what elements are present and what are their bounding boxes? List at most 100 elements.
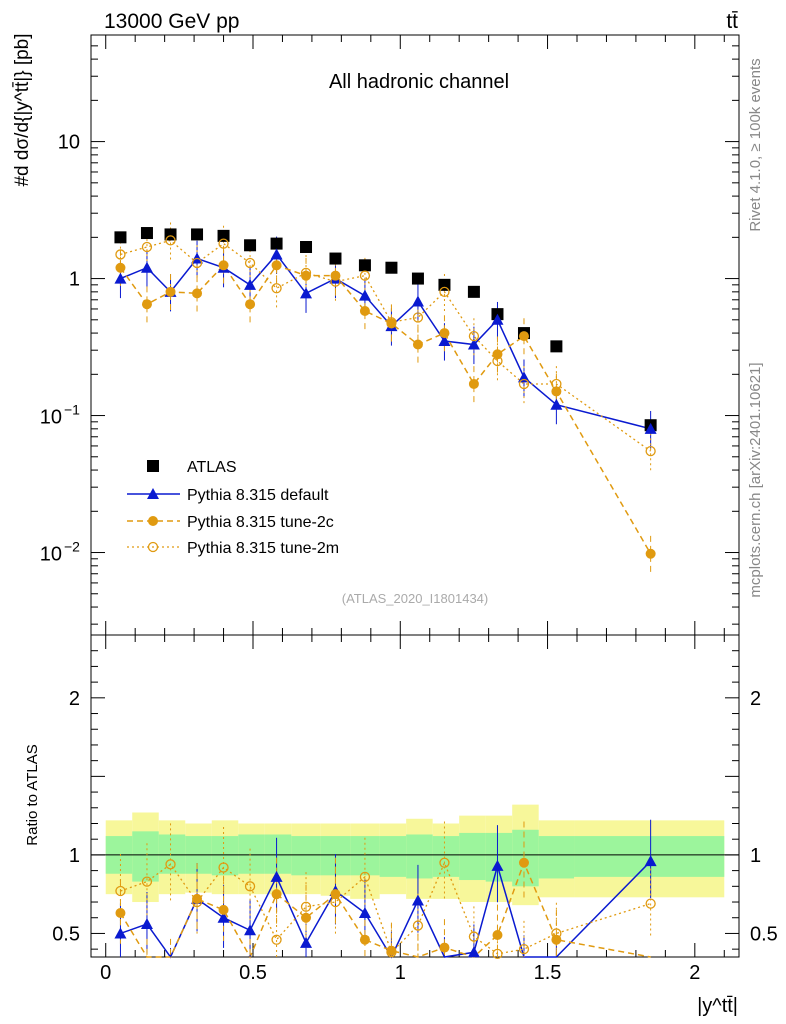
plot-title: All hadronic channel bbox=[329, 71, 509, 93]
model-data-point bbox=[141, 241, 153, 253]
model-data-point bbox=[551, 378, 562, 390]
main-y-axis-label: #d dσ/d{|y^tt̄|} [pb] bbox=[12, 33, 33, 186]
legend-marker bbox=[147, 541, 159, 553]
series-line-main bbox=[120, 253, 651, 430]
ratio-data-point bbox=[518, 943, 530, 955]
model-data-point bbox=[492, 355, 503, 367]
ratio-data-point bbox=[115, 908, 126, 919]
model-data-point bbox=[115, 262, 126, 273]
model-data-point bbox=[330, 276, 341, 287]
ratio-data-point bbox=[439, 942, 450, 953]
model-data-point bbox=[468, 378, 479, 389]
header-energy-label: 13000 GeV pp bbox=[104, 10, 239, 33]
atlas-data-point bbox=[358, 259, 371, 272]
legend-label: Pythia 8.315 tune-2c bbox=[187, 514, 334, 531]
ratio-panel-frame bbox=[90, 634, 740, 958]
ratio-data-point bbox=[301, 912, 312, 923]
model-data-point bbox=[412, 312, 424, 323]
band-green-bin bbox=[485, 832, 513, 882]
ratio-data-point bbox=[192, 893, 203, 904]
ratio-y-tick-label-left: 1 bbox=[69, 845, 80, 867]
ratio-data-point bbox=[645, 898, 656, 909]
ratio-data-point bbox=[218, 904, 229, 915]
model-data-point bbox=[218, 238, 229, 249]
model-data-point bbox=[359, 270, 371, 281]
model-data-point bbox=[386, 317, 397, 328]
band-green-bin bbox=[211, 836, 239, 876]
band-green-bin bbox=[158, 834, 186, 874]
ratio-data-point bbox=[165, 859, 176, 870]
ratio-y-tick-label-right: 2 bbox=[750, 688, 761, 710]
ratio-data-point bbox=[114, 927, 127, 939]
ratio-data-point bbox=[439, 857, 450, 868]
ratio-y-tick-label-left: 2 bbox=[69, 688, 80, 710]
model-data-point bbox=[115, 249, 126, 260]
band-green-bin bbox=[459, 832, 486, 881]
atlas-data-point bbox=[467, 285, 480, 298]
atlas-data-point bbox=[270, 237, 283, 250]
atlas-data-point bbox=[411, 272, 424, 285]
atlas-data-point bbox=[329, 252, 342, 265]
series-line-ratio bbox=[119, 860, 651, 959]
x-tick-label: 2 bbox=[689, 962, 700, 984]
band-green-bin bbox=[264, 834, 292, 874]
atlas-data-point bbox=[217, 229, 230, 242]
x-tick-label: 0 bbox=[100, 962, 111, 984]
model-data-point bbox=[518, 331, 529, 342]
model-data-point bbox=[645, 445, 656, 457]
ratio-data-point bbox=[386, 947, 397, 958]
x-axis-label: |y^tt̄| bbox=[697, 995, 738, 1017]
y-tick-label-base: 10 bbox=[40, 544, 62, 566]
model-data-point bbox=[271, 283, 282, 294]
model-data-point bbox=[245, 299, 256, 310]
atlas-data-point bbox=[385, 261, 398, 274]
ratio-data-point bbox=[244, 924, 257, 936]
series-line-main bbox=[119, 264, 652, 555]
ratio-data-point bbox=[300, 936, 313, 948]
ratio-data-point bbox=[359, 871, 371, 883]
ratio-data-point bbox=[271, 934, 282, 945]
model-data-point bbox=[192, 288, 203, 299]
y-tick-label: 1 bbox=[69, 269, 80, 291]
model-data-point bbox=[165, 286, 176, 297]
ratio-data-point bbox=[115, 885, 126, 897]
band-green-bin bbox=[291, 836, 321, 876]
model-data-point bbox=[141, 299, 152, 310]
model-data-point bbox=[468, 330, 480, 342]
ratio-uncertainty-bands bbox=[91, 804, 739, 906]
legend-label: Pythia 8.315 default bbox=[187, 487, 329, 504]
ratio-y-tick-label-right: 1 bbox=[750, 845, 761, 867]
ratio-data-point bbox=[217, 911, 230, 923]
ratio-data-point bbox=[140, 918, 153, 930]
legend-label: ATLAS bbox=[187, 459, 237, 476]
band-green-bin bbox=[574, 836, 725, 877]
atlas-data-point bbox=[191, 228, 204, 241]
ratio-data-point bbox=[270, 870, 283, 882]
ratio-data-point bbox=[359, 934, 370, 945]
ratio-data-point bbox=[491, 859, 504, 871]
ratio-data-point bbox=[412, 920, 424, 931]
band-green-bin bbox=[538, 836, 575, 879]
band-green-bin bbox=[406, 834, 433, 879]
model-data-point bbox=[358, 289, 371, 301]
series-line-ratio bbox=[120, 860, 652, 959]
ratio-y-axis-label: Ratio to ATLAS bbox=[24, 744, 41, 845]
analysis-reference: (ATLAS_2020_I1801434) bbox=[342, 591, 488, 606]
ratio-data-point bbox=[218, 862, 229, 873]
band-green-bin bbox=[432, 836, 460, 877]
model-data-point bbox=[411, 295, 424, 307]
model-data-point bbox=[438, 335, 451, 347]
x-tick-label: 0.5 bbox=[239, 962, 267, 984]
data-markers bbox=[114, 227, 657, 960]
band-green-bin bbox=[132, 831, 159, 882]
ratio-y-tick-label-left: 0.5 bbox=[52, 923, 80, 945]
legend-marker bbox=[147, 488, 159, 499]
model-data-point bbox=[301, 270, 312, 281]
model-data-point bbox=[439, 328, 450, 339]
y-tick-label-exponent: −2 bbox=[64, 539, 80, 555]
ratio-data-point bbox=[191, 896, 203, 908]
ratio-data-point bbox=[518, 857, 529, 868]
model-data-point bbox=[517, 371, 530, 383]
